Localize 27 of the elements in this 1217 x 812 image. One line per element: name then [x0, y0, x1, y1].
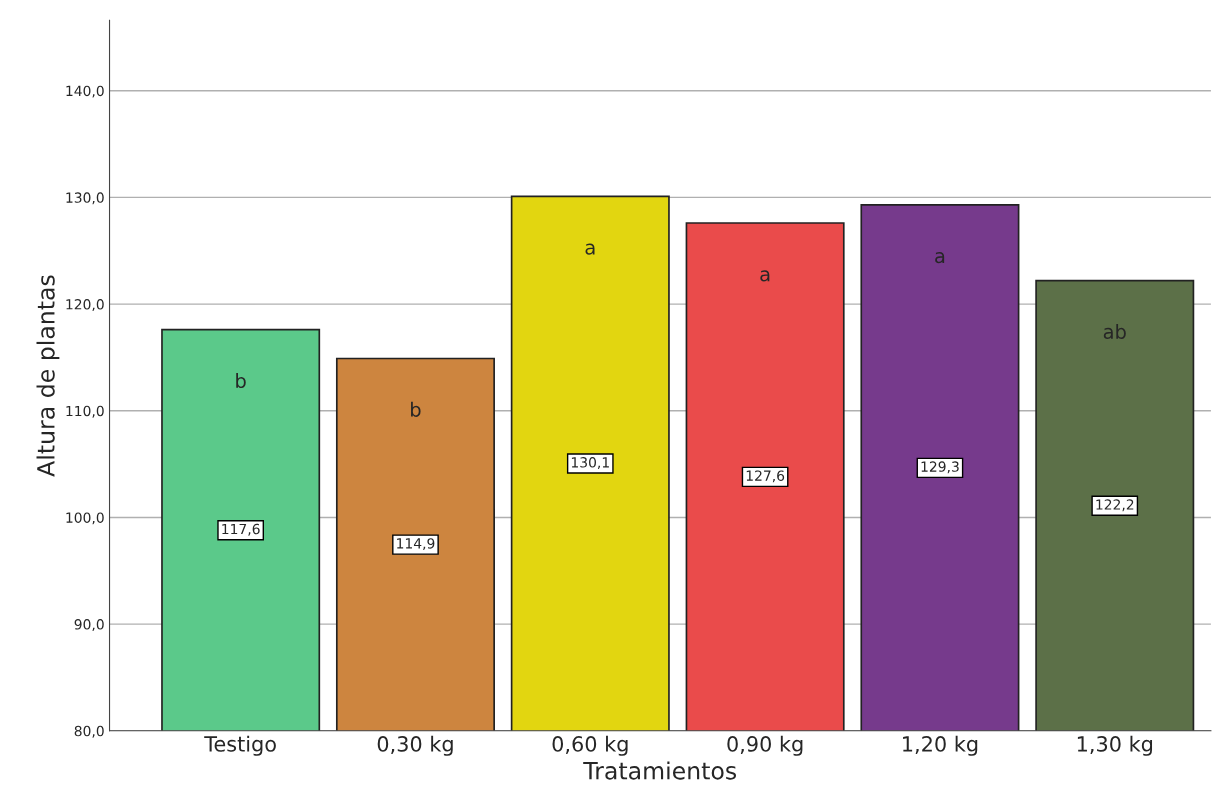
- annotation: a: [585, 243, 595, 255]
- y-tick-label: 110,0: [66, 405, 104, 418]
- data-label: 127,6: [746, 470, 785, 483]
- y-tick-label: 80,0: [74, 725, 104, 738]
- data-label: 129,3: [921, 461, 959, 474]
- y-tick-label: 90,0: [74, 619, 104, 632]
- annotation: b: [411, 401, 421, 417]
- data-label: 114,9: [397, 538, 435, 551]
- annotation: a: [935, 252, 945, 264]
- x-tick-label: 0,30 kg: [377, 735, 453, 756]
- x-axis-title: Tratamientos: [583, 761, 737, 780]
- y-axis-title: Altura de plantas: [36, 275, 60, 477]
- x-tick-label: 1,20 kg: [903, 735, 978, 756]
- x-tick-label: 1,30 kg: [1077, 735, 1153, 756]
- x-tick-label: 0,90 kg: [727, 735, 803, 756]
- x-tick-label: 0,60 kg: [552, 735, 628, 756]
- data-label: 117,6: [222, 523, 260, 536]
- data-label: 122,2: [1096, 499, 1134, 512]
- x-tick-label: Testigo: [204, 735, 276, 756]
- annotation: ab: [1103, 323, 1126, 340]
- annotation: a: [760, 270, 770, 282]
- annotation: b: [236, 373, 246, 389]
- y-tick-label: 100,0: [66, 512, 104, 525]
- y-tick-label: 140,0: [66, 85, 104, 98]
- y-tick-label: 130,0: [66, 192, 104, 205]
- y-tick-label: 120,0: [66, 299, 104, 311]
- data-label: 130,1: [571, 457, 609, 470]
